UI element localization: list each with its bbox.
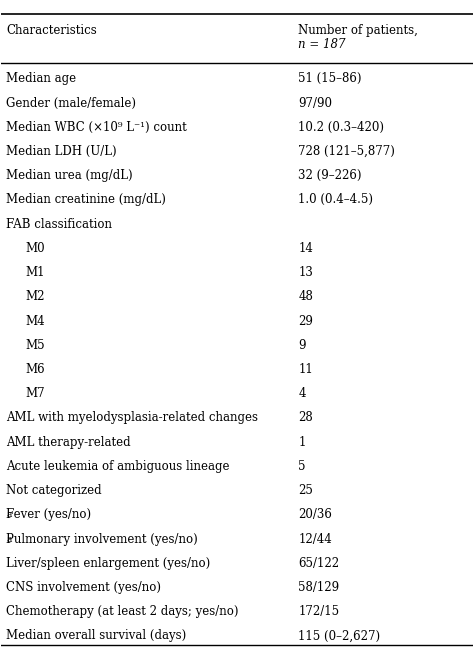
Text: a: a	[6, 535, 11, 544]
Text: 115 (0–2,627): 115 (0–2,627)	[298, 630, 380, 642]
Text: 172/15: 172/15	[298, 605, 339, 618]
Text: M0: M0	[25, 242, 45, 255]
Text: Not categorized: Not categorized	[6, 484, 102, 497]
Text: Liver/spleen enlargement (yes/no): Liver/spleen enlargement (yes/no)	[6, 557, 210, 570]
Text: 58/129: 58/129	[298, 581, 339, 594]
Text: 13: 13	[298, 266, 313, 279]
Text: 11: 11	[298, 363, 313, 376]
Text: M7: M7	[25, 387, 45, 400]
Text: 48: 48	[298, 291, 313, 303]
Text: Median LDH (U/L): Median LDH (U/L)	[6, 145, 117, 158]
Text: M5: M5	[25, 338, 45, 352]
Text: Gender (male/female): Gender (male/female)	[6, 96, 136, 110]
Text: Median age: Median age	[6, 72, 76, 85]
Text: M4: M4	[25, 315, 45, 327]
Text: Number of patients,: Number of patients,	[298, 24, 418, 37]
Text: n = 187: n = 187	[298, 37, 346, 51]
Text: 97/90: 97/90	[298, 96, 332, 110]
Text: 65/122: 65/122	[298, 557, 339, 570]
Text: AML with myelodysplasia-related changes: AML with myelodysplasia-related changes	[6, 411, 258, 424]
Text: 14: 14	[298, 242, 313, 255]
Text: 12/44: 12/44	[298, 533, 332, 546]
Text: 28: 28	[298, 411, 313, 424]
Text: Fever (yes/no): Fever (yes/no)	[6, 508, 91, 522]
Text: 4: 4	[298, 387, 306, 400]
Text: Median urea (mg/dL): Median urea (mg/dL)	[6, 169, 133, 182]
Text: 10.2 (0.3–420): 10.2 (0.3–420)	[298, 121, 384, 134]
Text: 51 (15–86): 51 (15–86)	[298, 72, 362, 85]
Text: M6: M6	[25, 363, 45, 376]
Text: 1: 1	[298, 436, 306, 449]
Text: 20/36: 20/36	[298, 508, 332, 522]
Text: Chemotherapy (at least 2 days; yes/no): Chemotherapy (at least 2 days; yes/no)	[6, 605, 238, 618]
Text: FAB classification: FAB classification	[6, 218, 112, 231]
Text: Characteristics: Characteristics	[6, 24, 97, 37]
Text: 9: 9	[298, 338, 306, 352]
Text: 29: 29	[298, 315, 313, 327]
Text: a: a	[6, 510, 11, 520]
Text: 1.0 (0.4–4.5): 1.0 (0.4–4.5)	[298, 194, 373, 207]
Text: 5: 5	[298, 460, 306, 473]
Text: CNS involvement (yes/no): CNS involvement (yes/no)	[6, 581, 161, 594]
Text: M1: M1	[25, 266, 45, 279]
Text: 32 (9–226): 32 (9–226)	[298, 169, 362, 182]
Text: Median creatinine (mg/dL): Median creatinine (mg/dL)	[6, 194, 166, 207]
Text: AML therapy-related: AML therapy-related	[6, 436, 131, 449]
Text: Pulmonary involvement (yes/no): Pulmonary involvement (yes/no)	[6, 533, 198, 546]
Text: M2: M2	[25, 291, 45, 303]
Text: 25: 25	[298, 484, 313, 497]
Text: Median overall survival (days): Median overall survival (days)	[6, 630, 186, 642]
Text: Median WBC (×10⁹ L⁻¹) count: Median WBC (×10⁹ L⁻¹) count	[6, 121, 187, 134]
Text: 728 (121–5,877): 728 (121–5,877)	[298, 145, 395, 158]
Text: Acute leukemia of ambiguous lineage: Acute leukemia of ambiguous lineage	[6, 460, 229, 473]
